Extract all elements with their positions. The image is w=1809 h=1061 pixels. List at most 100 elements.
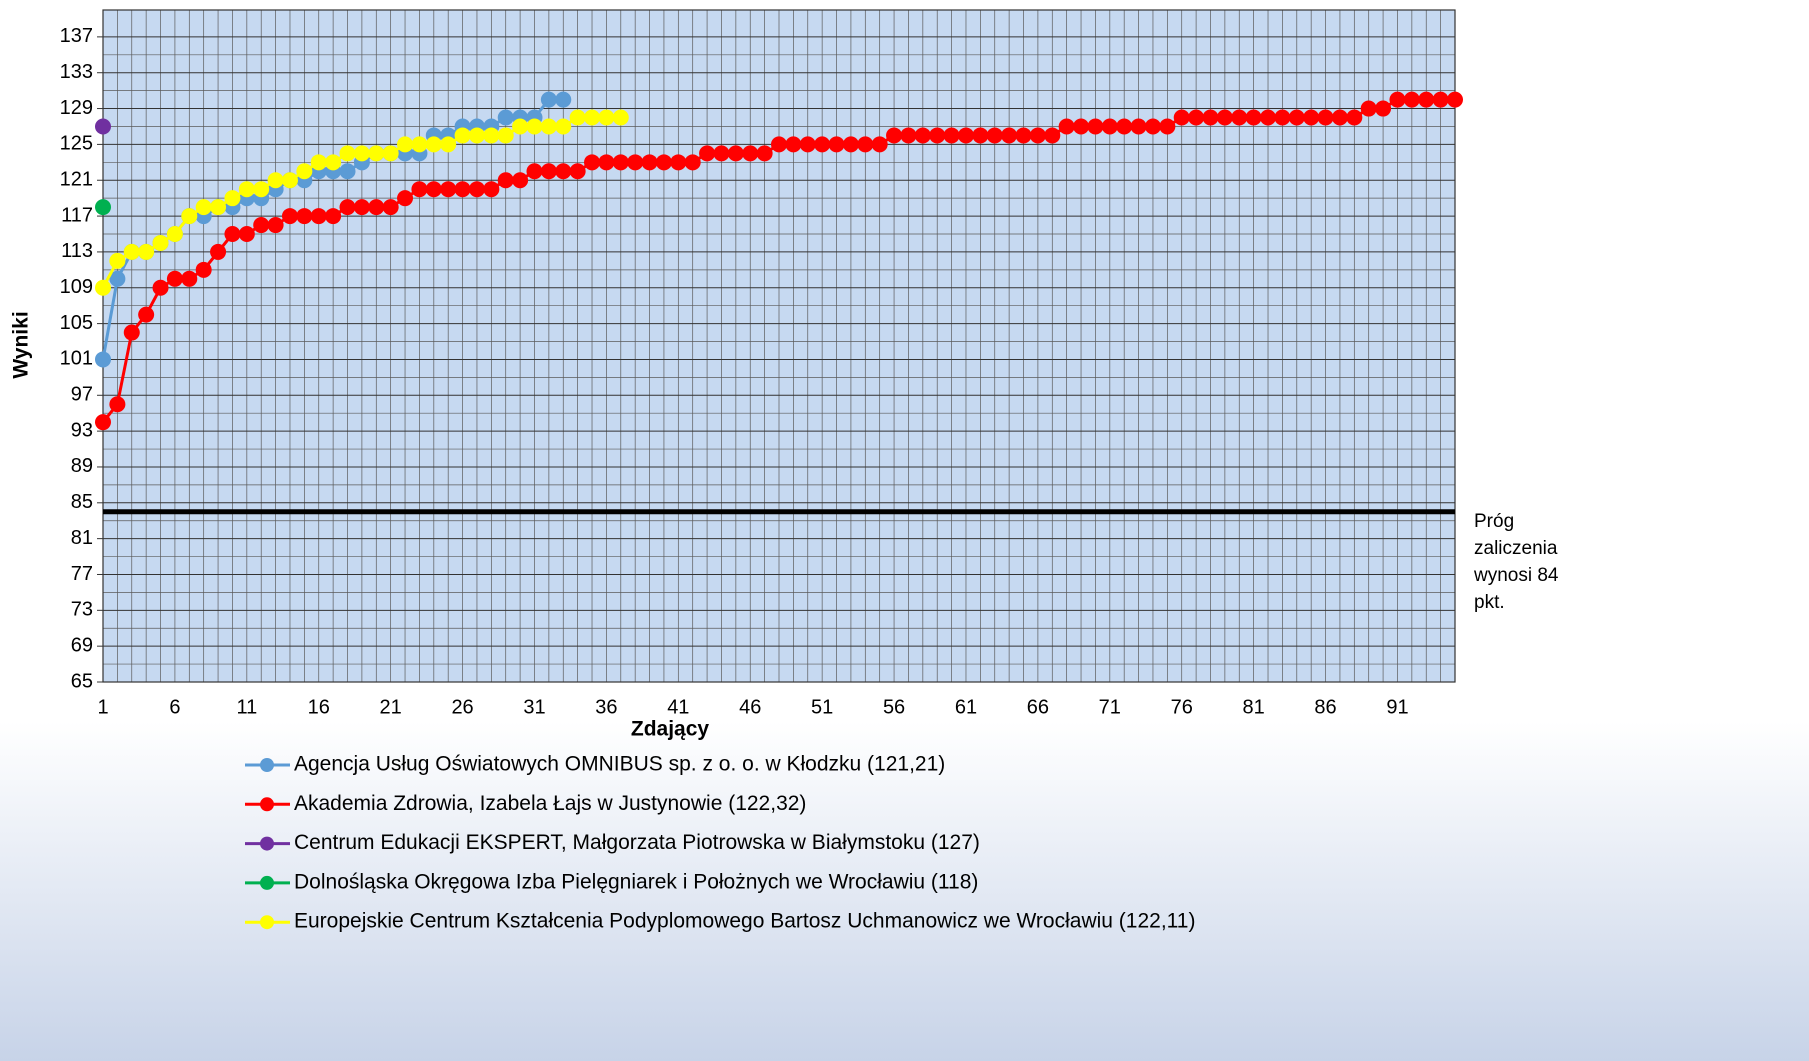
y-tick-label: 101 <box>60 348 93 370</box>
legend-label: Dolnośląska Okręgowa Izba Pielęgniarek i… <box>294 870 978 893</box>
data-point <box>1317 109 1334 126</box>
data-point <box>584 109 601 126</box>
y-tick-label: 77 <box>71 563 93 585</box>
data-point <box>1418 91 1435 108</box>
y-tick-label: 97 <box>71 384 93 406</box>
y-tick-label: 125 <box>60 133 93 155</box>
y-tick-label: 121 <box>60 169 93 191</box>
data-point <box>497 127 514 144</box>
data-point <box>1130 118 1147 135</box>
x-tick-label: 66 <box>1027 696 1049 718</box>
x-tick-label: 81 <box>1243 696 1265 718</box>
data-point <box>986 127 1003 144</box>
data-point <box>152 279 169 296</box>
data-point <box>238 181 255 198</box>
data-point <box>382 145 399 162</box>
data-point <box>612 154 629 171</box>
data-point <box>138 306 155 323</box>
data-point <box>540 118 557 135</box>
legend-label: Agencja Usług Oświatowych OMNIBUS sp. z … <box>294 753 945 776</box>
x-tick-label: 51 <box>811 696 833 718</box>
data-point <box>454 181 471 198</box>
data-point <box>584 154 601 171</box>
x-tick-label: 76 <box>1171 696 1193 718</box>
data-point <box>1231 109 1248 126</box>
y-tick-label: 133 <box>60 61 93 83</box>
data-point <box>771 136 787 153</box>
data-point <box>339 163 356 180</box>
data-point <box>296 163 313 180</box>
data-point <box>397 190 414 207</box>
x-tick-label: 71 <box>1099 696 1121 718</box>
data-point <box>310 208 327 225</box>
data-point <box>109 252 126 269</box>
data-point <box>468 127 485 144</box>
x-tick-label: 16 <box>308 696 330 718</box>
y-tick-label: 105 <box>60 312 93 334</box>
data-point <box>1202 109 1219 126</box>
data-point <box>368 145 385 162</box>
data-point <box>411 181 428 198</box>
data-point <box>612 109 629 126</box>
data-point <box>325 154 342 171</box>
data-point <box>1216 109 1233 126</box>
data-point <box>425 181 442 198</box>
y-tick-label: 129 <box>60 97 93 119</box>
data-point <box>627 154 644 171</box>
data-point <box>368 199 385 216</box>
data-point <box>569 163 586 180</box>
data-point <box>353 199 370 216</box>
data-point <box>1303 109 1320 126</box>
data-point <box>281 208 298 225</box>
data-point <box>1029 127 1046 144</box>
x-tick-label: 31 <box>523 696 545 718</box>
data-point <box>1274 109 1291 126</box>
data-point <box>1073 118 1090 135</box>
y-tick-label: 113 <box>61 240 93 262</box>
y-tick-label: 69 <box>71 634 93 656</box>
data-point <box>555 118 572 135</box>
data-point <box>468 181 485 198</box>
data-point <box>814 136 831 153</box>
data-point <box>95 199 111 216</box>
x-tick-label: 86 <box>1314 696 1336 718</box>
data-point <box>972 127 989 144</box>
data-point <box>411 136 428 153</box>
data-point <box>353 145 370 162</box>
data-point <box>123 324 140 341</box>
legend-marker <box>260 875 274 890</box>
data-point <box>799 136 816 153</box>
data-point <box>339 145 356 162</box>
data-point <box>526 163 543 180</box>
legend-label: Centrum Edukacji EKSPERT, Małgorzata Pio… <box>294 831 980 854</box>
data-point <box>95 351 111 368</box>
threshold-annotation: Próg zaliczenia wynosi 84 pkt. <box>1474 511 1559 613</box>
data-point <box>253 181 270 198</box>
x-tick-label: 91 <box>1386 696 1408 718</box>
data-point <box>1260 109 1277 126</box>
data-point <box>224 190 241 207</box>
x-tick-label: 46 <box>739 696 761 718</box>
y-tick-label: 85 <box>71 491 93 513</box>
y-tick-label: 137 <box>60 25 93 47</box>
data-point <box>828 136 845 153</box>
data-point <box>1116 118 1133 135</box>
legend-marker <box>260 915 274 930</box>
data-point <box>1346 109 1363 126</box>
data-point <box>210 243 227 260</box>
data-point <box>224 226 241 242</box>
data-point <box>483 181 500 198</box>
legend-marker <box>260 836 274 851</box>
data-point <box>483 127 500 144</box>
data-point <box>1288 109 1305 126</box>
data-point <box>943 127 960 144</box>
data-point <box>397 136 414 153</box>
legend-label: Akademia Zdrowia, Izabela Łajs w Justyno… <box>294 792 806 815</box>
data-point <box>1173 109 1190 126</box>
data-point <box>914 127 931 144</box>
x-tick-label: 11 <box>236 696 257 718</box>
data-point <box>957 127 974 144</box>
x-tick-label: 6 <box>169 696 180 718</box>
data-point <box>1403 91 1420 108</box>
